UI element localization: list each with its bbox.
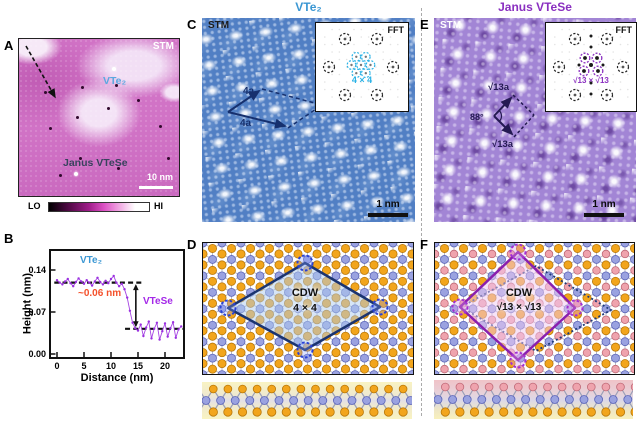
panel-e-title: Janus VTeSe [498, 0, 572, 14]
stm-technique-label-c: STM [208, 20, 230, 31]
defect-dot [81, 86, 84, 89]
y-tick-0.00: 0.00 [28, 349, 46, 359]
e-angle-label: 88° [470, 112, 484, 122]
defect-dot [76, 116, 79, 119]
x-tick-20: 20 [159, 361, 170, 371]
d-cdw-cell-overlay [219, 254, 389, 359]
x-tick-10: 10 [105, 361, 116, 371]
stm-technique-label-e: STM [440, 20, 462, 31]
d-cdw-label: CDW [291, 287, 319, 299]
chart-series-label-vtese: VTeSe [143, 296, 173, 307]
defect-dot [44, 91, 47, 94]
fft-label-e: FFT [615, 25, 633, 35]
column-separator [421, 8, 422, 416]
defect-dot [79, 157, 82, 160]
scalebar-e [584, 213, 624, 217]
f-cdw-period: √13 × √13 [496, 302, 542, 313]
panel-f-label: F [420, 237, 428, 252]
defect-dot [49, 127, 52, 130]
height-profile-chart [49, 249, 185, 359]
chart-step-height-label: ~0.06 nm [78, 288, 122, 299]
panel-c-title: VTe₂ [295, 0, 322, 14]
defect-dot [159, 125, 162, 128]
x-tick-0: 0 [54, 361, 60, 371]
vte2-side-view [202, 382, 412, 419]
stm-overview-image: STM VTe₂ Janus VTeSe 10 nm [18, 38, 180, 197]
fft-superlattice-label-c: 4 × 4 [351, 75, 373, 85]
colorbar-low-label: LO [28, 201, 41, 211]
defect-dot [115, 84, 118, 87]
stm-technique-label: STM [152, 41, 174, 52]
fft-label-c: FFT [387, 25, 405, 35]
step-direction-arrow [25, 45, 56, 99]
c-lattice-vector-1: 4a [243, 86, 255, 97]
x-tick-5: 5 [81, 361, 87, 371]
defect-dot [59, 174, 62, 177]
defect-dot [117, 167, 120, 170]
scalebar-label-e: 1 nm [592, 199, 616, 210]
fft-inset-janus: FFT √13 × √13 [545, 22, 637, 112]
e-lattice-vector-1: √13a [488, 82, 510, 93]
janus-side-view [434, 380, 633, 419]
panel-a-label: A [4, 38, 14, 53]
bright-adsorbate [112, 67, 116, 71]
d-cdw-period: 4 × 4 [293, 302, 317, 314]
c-lattice-vector-2: 4a [240, 118, 252, 129]
scalebar-c [368, 213, 408, 217]
e-unit-cell-overlay [493, 94, 535, 138]
scalebar [139, 185, 173, 189]
defect-dot [137, 99, 140, 102]
panel-e-label: E [420, 17, 429, 32]
colorbar-high-label: HI [154, 201, 163, 211]
colorbar [48, 202, 150, 212]
region-label-janus-vtese: Janus VTeSe [63, 157, 128, 169]
x-tick-15: 15 [132, 361, 143, 371]
fft-inset-vte2: FFT 4 × 4 [315, 22, 409, 112]
y-tick-0.07: 0.07 [28, 307, 46, 317]
chart-series-label-vte2: VTe₂ [80, 255, 103, 266]
fft-superlattice-label-e: √13 × √13 [573, 76, 609, 85]
scalebar-label: 10 nm [146, 172, 173, 182]
scalebar-label-c: 1 nm [376, 199, 400, 210]
bright-adsorbate [74, 172, 78, 176]
chart-x-axis-title: Distance (nm) [80, 372, 154, 384]
panel-c-label: C [187, 17, 197, 32]
f-cdw-cell-overlay [451, 243, 613, 369]
defect-dot [167, 157, 170, 160]
c-unit-cell-overlay [227, 88, 323, 129]
region-label-vte2: VTe₂ [103, 75, 127, 87]
f-cdw-label: CDW [505, 287, 533, 299]
panel-b-label: B [4, 231, 14, 246]
y-tick-0.14: 0.14 [28, 265, 46, 275]
panel-d-label: D [187, 237, 197, 252]
e-lattice-vector-2: √13a [492, 139, 514, 150]
defect-dot [107, 107, 110, 110]
